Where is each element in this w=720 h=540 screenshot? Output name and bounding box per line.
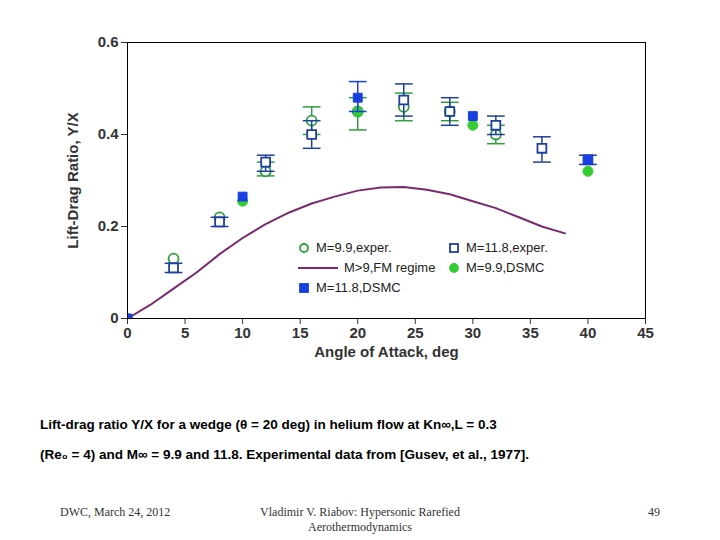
svg-text:45: 45	[637, 324, 654, 341]
svg-text:5: 5	[181, 324, 189, 341]
svg-text:0.2: 0.2	[98, 217, 119, 234]
svg-text:35: 35	[522, 324, 539, 341]
html-text:Lift-drag ratio Y/X for a wedg: Lift-drag ratio Y/X for a wedge (θ = 20 …	[40, 417, 497, 432]
svg-text:0.6: 0.6	[98, 33, 119, 50]
html-text:M=9.9,DSMC: M=9.9,DSMC	[466, 260, 545, 275]
svg-text:0: 0	[110, 309, 118, 326]
svg-text:0: 0	[123, 324, 131, 341]
html-text:M=11.8,exper.: M=11.8,exper.	[466, 240, 548, 255]
html-text:Vladimir V. Riabov: Hypersonic: Vladimir V. Riabov: Hypersonic Rarefied …	[260, 505, 460, 534]
html-text:M>9,FM regime: M>9,FM regime	[344, 260, 436, 275]
svg-text:25: 25	[407, 324, 424, 341]
svg-text:10: 10	[234, 324, 251, 341]
svg-text:20: 20	[349, 324, 366, 341]
html-text:M=9.9,exper.: M=9.9,exper.	[316, 240, 392, 255]
html-text:DWC, March 24, 2012: DWC, March 24, 2012	[60, 505, 171, 519]
svg-text:15: 15	[292, 324, 309, 341]
html-text:M=11.8,DSMC: M=11.8,DSMC	[316, 280, 401, 295]
svg-text:30: 30	[464, 324, 481, 341]
svg-text:40: 40	[580, 324, 597, 341]
html-text:(Re₀ = 4) and M∞ = 9.9 and 11.: (Re₀ = 4) and M∞ = 9.9 and 11.8. Experim…	[40, 447, 529, 462]
svg-text:Angle of Attack, deg: Angle of Attack, deg	[314, 343, 458, 360]
html-text:49: 49	[648, 505, 660, 519]
svg-text:0.4: 0.4	[98, 125, 120, 142]
svg-text:Lift-Drag Ratio, Y/X: Lift-Drag Ratio, Y/X	[64, 112, 81, 248]
